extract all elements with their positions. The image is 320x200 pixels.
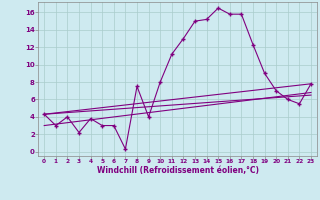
- X-axis label: Windchill (Refroidissement éolien,°C): Windchill (Refroidissement éolien,°C): [97, 166, 259, 175]
